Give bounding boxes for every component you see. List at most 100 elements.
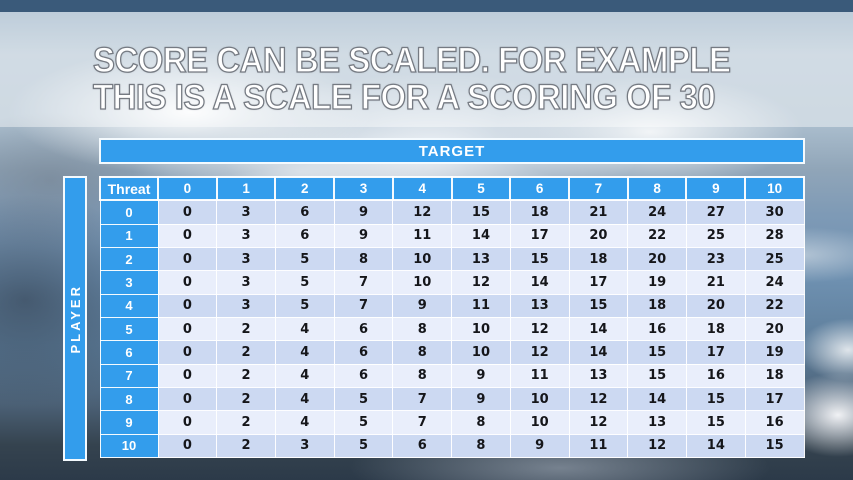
score-cell: 9	[333, 223, 394, 248]
target-axis-label: TARGET	[418, 142, 486, 160]
score-cell: 4	[274, 410, 335, 435]
row-header: 5	[99, 316, 159, 342]
score-table-body: 0 0 3 6 9 12 15 18 21 24 27 30 1 0 3 6 9 11 14 17 20 22 25 28 2 0…	[99, 199, 805, 459]
score-cell: 17	[509, 223, 570, 248]
score-cell: 8	[451, 410, 511, 435]
score-cell: 20	[568, 223, 629, 248]
table-row: 9 0 2 4 5 7 8 10 12 13 15 16	[99, 410, 805, 435]
column-header: 3	[333, 176, 394, 201]
score-cell: 28	[744, 223, 805, 248]
score-cell: 0	[157, 223, 218, 248]
score-cell: 0	[157, 270, 218, 295]
row-header: 0	[99, 199, 159, 225]
score-cell: 12	[451, 270, 511, 295]
score-cell: 14	[509, 270, 570, 295]
row-header: 2	[99, 246, 159, 272]
score-cell: 0	[157, 246, 218, 272]
column-header: 8	[626, 176, 688, 201]
score-cell: 4	[274, 363, 335, 388]
score-cell: 4	[274, 386, 335, 412]
score-cell: 18	[744, 363, 805, 388]
score-cell: 14	[568, 316, 629, 342]
column-header-row: Threat 0 1 2 3 4 5 6 7 8 9 10	[99, 176, 805, 201]
score-cell: 18	[568, 246, 629, 272]
score-cell: 13	[451, 246, 511, 272]
score-cell: 12	[568, 386, 629, 412]
score-cell: 20	[627, 246, 687, 272]
table-row: 0 0 3 6 9 12 15 18 21 24 27 30	[99, 199, 805, 225]
score-cell: 0	[157, 433, 218, 459]
score-cell: 12	[392, 199, 453, 225]
score-cell: 8	[392, 340, 453, 365]
score-cell: 30	[744, 199, 805, 225]
score-cell: 18	[509, 199, 570, 225]
column-header: 5	[450, 176, 512, 201]
score-cell: 13	[627, 410, 687, 435]
score-cell: 2	[216, 386, 276, 412]
score-cell: 0	[157, 316, 218, 342]
target-axis-header: TARGET	[99, 138, 805, 164]
score-cell: 15	[627, 340, 687, 365]
score-cell: 23	[685, 246, 746, 272]
score-cell: 4	[274, 316, 335, 342]
score-cell: 16	[627, 316, 687, 342]
table-row: 10 0 2 3 5 6 8 9 11 12 14 15	[99, 433, 805, 459]
score-cell: 14	[568, 340, 629, 365]
score-cell: 5	[274, 270, 335, 295]
score-cell: 5	[333, 410, 394, 435]
score-cell: 6	[392, 433, 453, 459]
score-cell: 19	[744, 340, 805, 365]
score-cell: 3	[216, 293, 276, 318]
score-cell: 7	[392, 386, 453, 412]
table-row: 6 0 2 4 6 8 10 12 14 15 17 19	[99, 340, 805, 365]
table-row: 3 0 3 5 7 10 12 14 17 19 21 24	[99, 270, 805, 295]
score-cell: 3	[216, 199, 276, 225]
column-header: 2	[274, 176, 336, 201]
score-cell: 15	[744, 433, 805, 459]
score-cell: 2	[216, 316, 276, 342]
score-cell: 0	[157, 386, 218, 412]
score-cell: 18	[627, 293, 687, 318]
score-cell: 15	[509, 246, 570, 272]
score-cell: 7	[392, 410, 453, 435]
row-header: 7	[99, 363, 159, 388]
score-cell: 0	[157, 199, 218, 225]
score-cell: 14	[685, 433, 746, 459]
score-cell: 10	[392, 246, 453, 272]
score-cell: 20	[685, 293, 746, 318]
score-cell: 14	[627, 386, 687, 412]
score-cell: 21	[685, 270, 746, 295]
score-cell: 9	[392, 293, 453, 318]
table-row: 4 0 3 5 7 9 11 13 15 18 20 22	[99, 293, 805, 318]
score-cell: 3	[216, 270, 276, 295]
row-header: 1	[99, 223, 159, 248]
score-cell: 24	[744, 270, 805, 295]
column-header: 0	[157, 176, 218, 201]
score-cell: 11	[451, 293, 511, 318]
column-header: 7	[568, 176, 629, 201]
score-cell: 12	[568, 410, 629, 435]
score-cell: 16	[685, 363, 746, 388]
score-cell: 6	[274, 199, 335, 225]
score-cell: 8	[333, 246, 394, 272]
score-cell: 6	[333, 340, 394, 365]
column-header: 10	[744, 176, 805, 201]
title-band: SCORE CAN BE SCALED. FOR EXAMPLE THIS IS…	[0, 12, 853, 127]
score-cell: 0	[157, 410, 218, 435]
score-cell: 17	[744, 386, 805, 412]
score-cell: 15	[685, 386, 746, 412]
row-header: 4	[99, 293, 159, 318]
score-cell: 7	[333, 270, 394, 295]
score-cell: 22	[627, 223, 687, 248]
column-header: 9	[685, 176, 747, 201]
score-cell: 17	[685, 340, 746, 365]
table-row: 1 0 3 6 9 11 14 17 20 22 25 28	[99, 223, 805, 248]
score-cell: 6	[333, 316, 394, 342]
score-cell: 16	[744, 410, 805, 435]
score-cell: 13	[509, 293, 570, 318]
score-cell: 5	[274, 246, 335, 272]
score-cell: 5	[333, 386, 394, 412]
score-cell: 11	[568, 433, 629, 459]
column-header: 6	[509, 176, 571, 201]
score-cell: 18	[685, 316, 746, 342]
